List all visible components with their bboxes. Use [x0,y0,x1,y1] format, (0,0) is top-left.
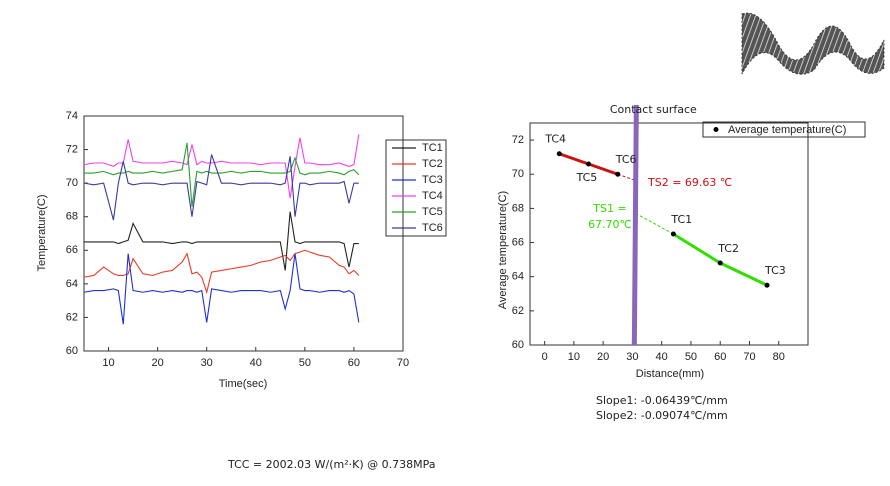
series-line [84,142,360,207]
plot-frame [529,122,809,346]
x-tick-label: 20 [151,357,163,369]
ts1-annotation: TS1 = [592,202,626,215]
decorative-icon [741,12,885,75]
ts1-annotation: 67.70℃ [588,218,632,231]
y-tick-label: 66 [512,236,524,248]
contact-surface [631,104,639,346]
y-axis-label: Temperature(C) [36,194,48,271]
series-line [83,249,360,295]
x-tick-label: 60 [714,351,726,363]
legend-label: TC1 [422,142,443,154]
x-tick-label: 70 [397,357,409,369]
slope-annotation: Slope1: -0.06439℃/mm [596,394,728,407]
x-tick-label: 50 [299,357,311,369]
y-tick-label: 62 [66,311,78,323]
y-axis-label: Average temperature(C) [497,191,509,309]
y-tick-label: 72 [512,134,524,146]
point-label: TC6 [615,153,637,166]
legend-box [385,139,447,237]
y-tick-label: 60 [66,345,78,357]
x-tick-label: 80 [773,351,785,363]
y-tick-label: 70 [512,168,524,180]
series-line [83,134,360,199]
y-tick-label: 62 [512,305,524,317]
point-label: TC3 [764,264,786,277]
x-tick-label: 0 [542,351,548,363]
legend-label: TC6 [422,222,443,234]
legend-label: TC4 [422,190,443,202]
point-label: TC2 [717,242,739,255]
series-line [83,253,360,325]
point-label: TC1 [670,213,692,226]
y-tick-label: 68 [66,211,78,223]
x-axis-label: Distance(mm) [636,368,704,380]
legend-label: TC5 [422,206,443,218]
legend-marker [713,127,719,132]
plot-frame [83,115,404,352]
y-tick-label: 66 [66,244,78,256]
legend-box [702,121,866,138]
data-point [670,231,676,237]
series-line [83,154,359,221]
fit-extension [635,212,674,235]
ts2-annotation: TS2 = 69.63 ℃ [647,176,732,189]
series-line [84,211,359,271]
y-tick-label: 64 [66,278,78,290]
icon-shape [741,12,885,75]
y-tick-label: 74 [66,110,78,122]
x-tick-label: 40 [250,357,262,369]
point-label: TC4 [544,133,566,146]
x-axis-label: Time(sec) [219,378,267,390]
y-tick-label: 60 [512,339,524,351]
x-tick-label: 60 [348,357,360,369]
y-tick-label: 72 [66,143,78,155]
data-point [586,161,592,167]
x-tick-label: 10 [568,351,580,363]
x-tick-label: 70 [743,351,755,363]
x-tick-label: 30 [626,351,638,363]
legend-label: TC3 [422,174,443,186]
legend-label: Average temperature(C) [728,124,846,136]
point-label: TC5 [576,171,598,184]
y-tick-label: 64 [512,271,524,283]
contact-surface-label: Contact surface [610,103,697,116]
data-point [764,282,770,288]
footer-text: TCC = 2002.03 W/(m²·K) @ 0.738MPa [227,458,436,471]
x-tick-label: 40 [656,351,668,363]
x-tick-label: 10 [102,357,114,369]
x-tick-label: 50 [685,351,697,363]
x-tick-label: 20 [597,351,609,363]
legend-label: TC2 [422,158,443,170]
fit-extension [617,173,636,181]
y-tick-label: 70 [66,177,78,189]
data-point [615,171,621,177]
slope-annotation: Slope2: -0.09074℃/mm [596,409,728,422]
data-point [556,151,562,157]
data-point [717,260,723,266]
y-tick-label: 68 [512,202,524,214]
x-tick-label: 30 [201,357,213,369]
